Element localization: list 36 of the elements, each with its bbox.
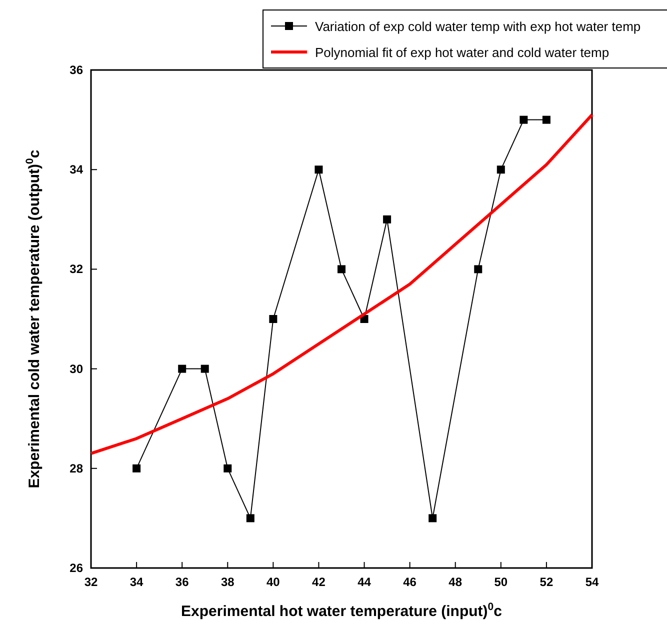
point [496, 166, 505, 174]
y-tick-label: 26 [70, 561, 84, 575]
x-axis-title: Experimental hot water temperature (input)$^{0}$c [181, 601, 502, 620]
x-tick-label: 34 [130, 575, 144, 589]
legend-label: Variation of exp cold water temp with exp hot water temp [315, 19, 641, 34]
point [428, 514, 437, 522]
x-tick-label: 48 [448, 575, 462, 589]
x-tick-label: 54 [585, 575, 599, 589]
point [383, 215, 392, 224]
y-tick-label: 34 [70, 162, 84, 177]
x-tick-label: 44 [358, 575, 372, 589]
x-tick-label: 42 [312, 575, 326, 589]
line-series [90, 113, 594, 455]
x-tick-label: 32 [84, 575, 98, 589]
point [338, 265, 346, 274]
y-tick-label: 28 [70, 461, 84, 476]
point [178, 364, 186, 373]
x-tick-label: 40 [266, 575, 280, 589]
point [246, 514, 254, 522]
x-tick-label: 38 [220, 575, 235, 589]
y-tick-label: 36 [70, 63, 84, 77]
y-tick-label: 30 [70, 362, 84, 376]
point [474, 265, 482, 274]
point [520, 116, 528, 124]
point [224, 464, 232, 472]
point [542, 116, 550, 124]
x-tick-label: 52 [540, 575, 554, 589]
point [132, 464, 141, 472]
point [314, 166, 323, 174]
legend-label: Polynomial fit of exp hot water and cold water temp [315, 45, 610, 60]
point [269, 315, 278, 323]
x-tick-label: 46 [403, 575, 417, 589]
point [200, 364, 209, 373]
x-tick-label: 50 [494, 575, 508, 589]
x-tick-label: 36 [175, 575, 190, 589]
y-tick-label: 32 [70, 262, 84, 276]
